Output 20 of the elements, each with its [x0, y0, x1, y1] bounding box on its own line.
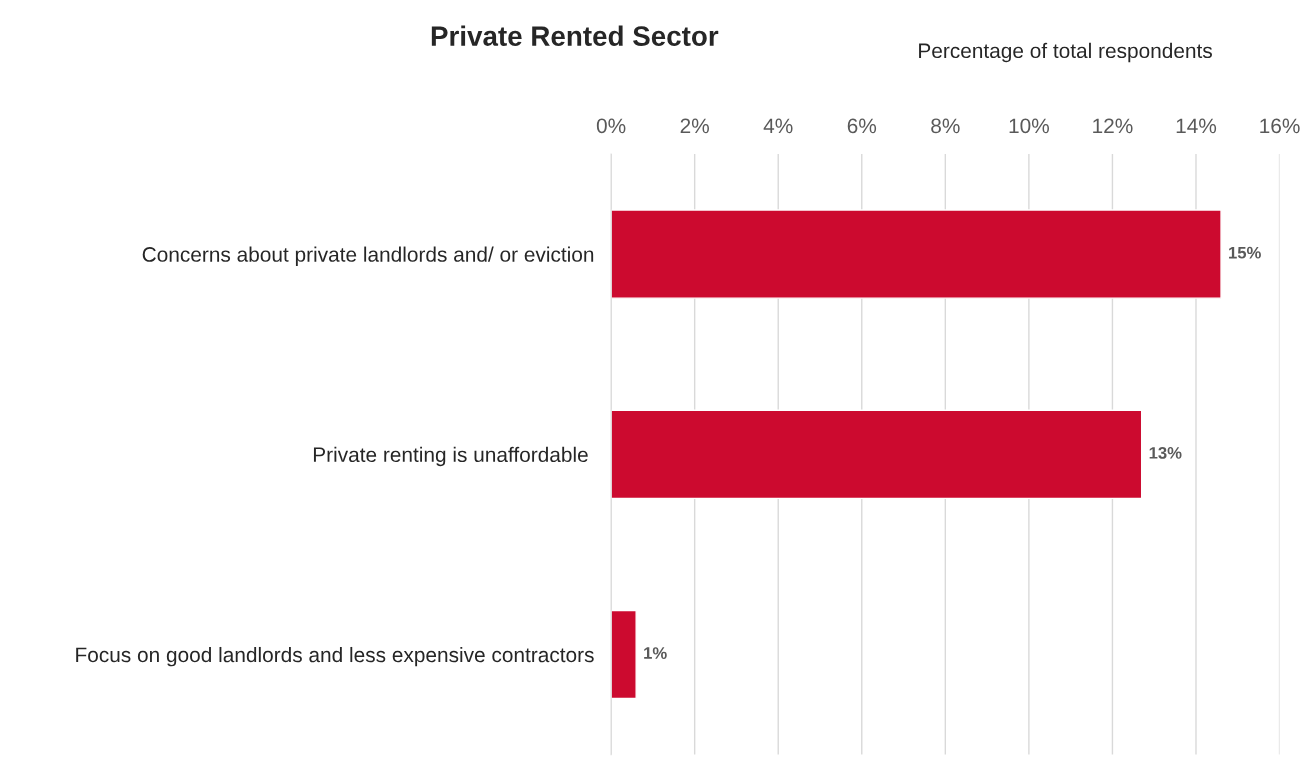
x-tick-label: 10%	[1009, 118, 1049, 134]
x-axis-title: Percentage of total respondents	[919, 42, 1212, 63]
x-tick-label: 6%	[847, 118, 877, 134]
x-tick-label: 16%	[1260, 118, 1300, 134]
bar	[611, 609, 637, 700]
chart-title: Private Rented Sector	[431, 25, 719, 46]
x-tick-label: 4%	[763, 118, 793, 134]
data-label: 13%	[1149, 446, 1182, 459]
x-tick-label: 12%	[1093, 118, 1133, 134]
x-tick-label: 0%	[596, 118, 626, 134]
x-tick-label: 14%	[1176, 118, 1217, 134]
y-tick-label: Focus on good landlords and less expensive contractors	[76, 646, 594, 667]
x-tick-label: 2%	[680, 118, 709, 134]
bar	[611, 209, 1222, 299]
bar	[611, 409, 1143, 500]
data-label: 1%	[644, 647, 667, 659]
y-tick-label: Private renting is unaffordable	[313, 446, 588, 467]
x-tick-label: 8%	[931, 118, 960, 134]
data-label: 15%	[1229, 246, 1261, 259]
y-tick-label: Concerns about private landlords and/ or eviction	[142, 246, 594, 266]
